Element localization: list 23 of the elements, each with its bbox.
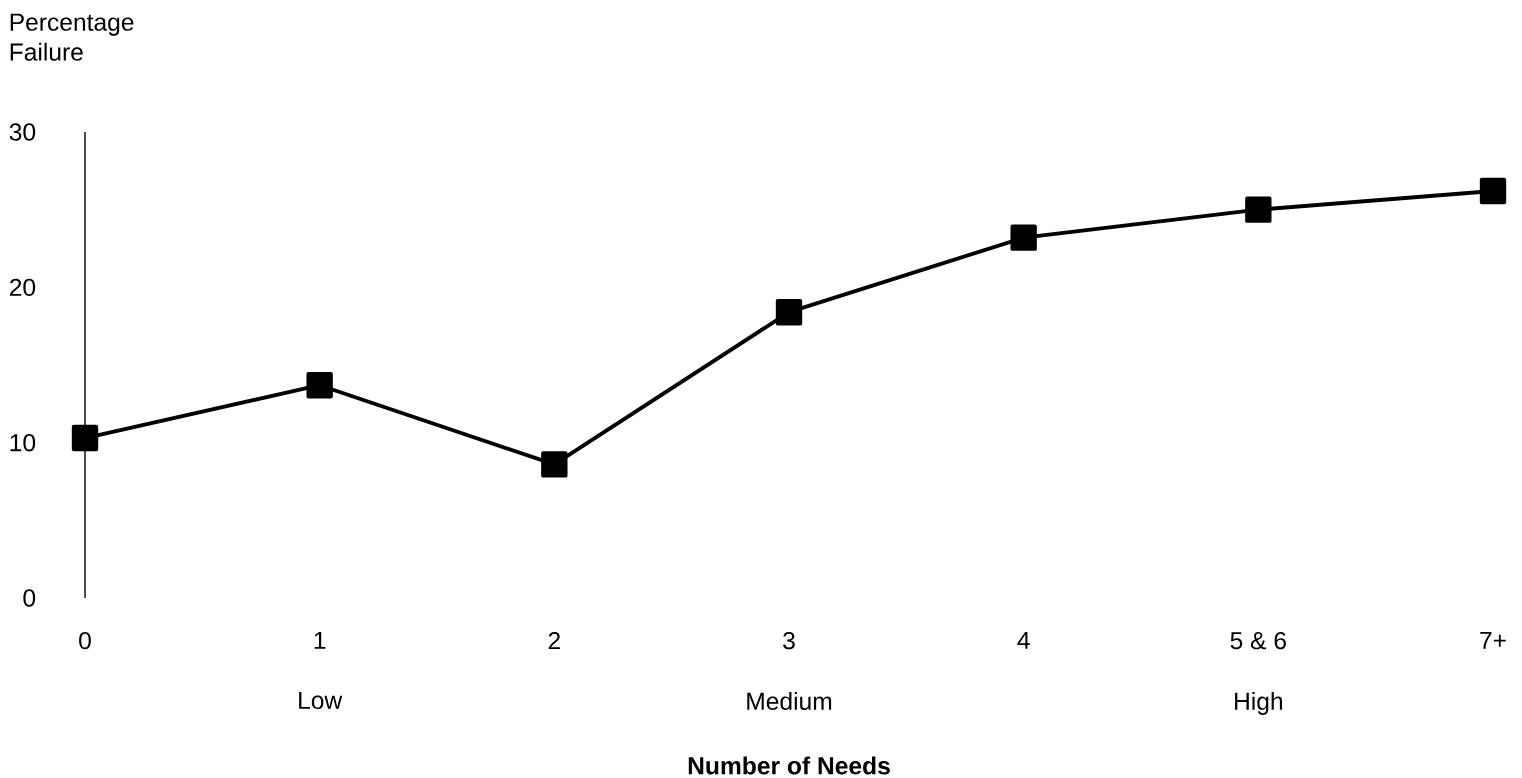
y-tick-label: 20	[9, 278, 36, 297]
x-tick-label: 5 & 6	[1230, 631, 1286, 650]
point	[71, 424, 99, 452]
y-axis-title: Percentage Failure	[10, 13, 134, 61]
x-tick-label: 1	[314, 631, 326, 649]
point	[1010, 224, 1037, 251]
text: High	[1235, 691, 1283, 715]
x-tick-label: 2	[548, 631, 560, 650]
point	[1245, 196, 1272, 223]
point	[541, 451, 568, 478]
point	[306, 372, 333, 399]
y-tick-label: 30	[9, 123, 36, 141]
point	[1479, 177, 1507, 205]
text: Medium	[747, 691, 832, 710]
text: Low	[299, 691, 343, 710]
x-tick-label: 3	[783, 631, 795, 650]
x-tick-label: 7+	[1480, 631, 1506, 649]
x-tick-label: 0	[79, 631, 91, 650]
x-tick-label: 4	[1017, 631, 1030, 649]
y-tick-label: 0	[23, 589, 36, 607]
x-axis-title: Number of Needs	[688, 756, 890, 775]
y-tick-label: 10	[10, 434, 36, 452]
point	[775, 299, 803, 326]
